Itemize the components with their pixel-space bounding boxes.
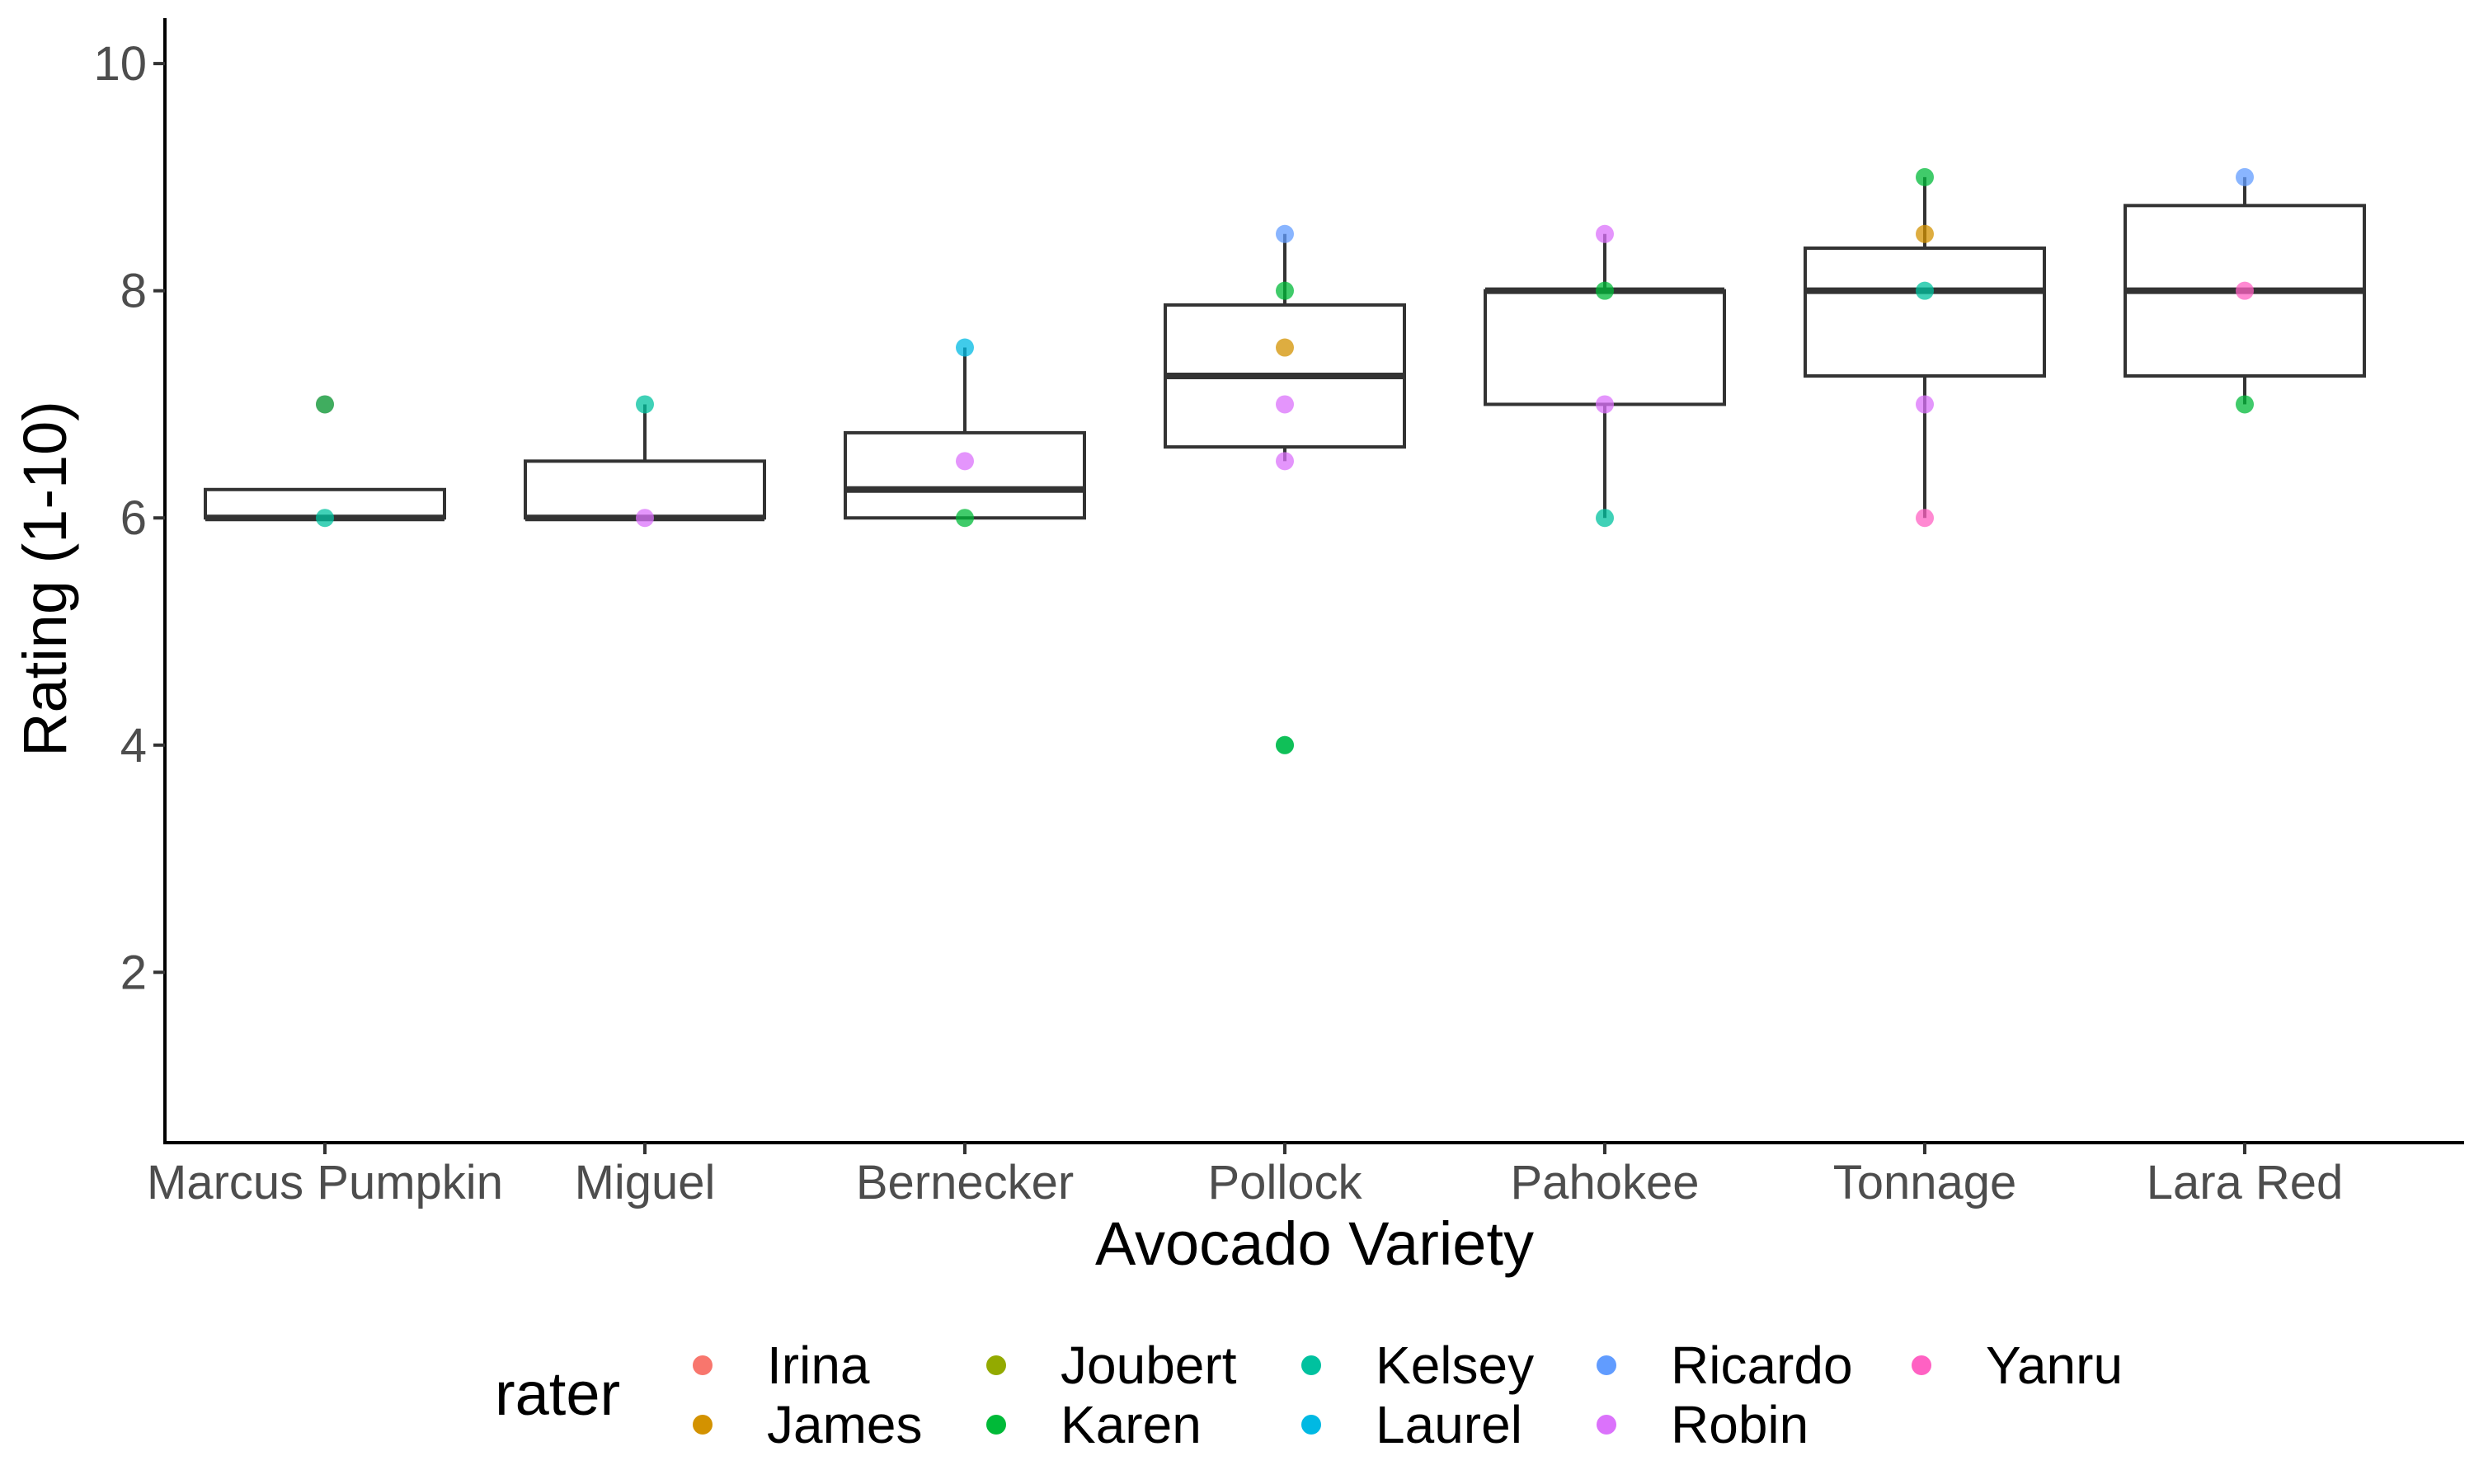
y-tick-label: 8 [120, 265, 147, 318]
legend-entry: Irina [693, 1336, 870, 1395]
legend-label: Yanru [1986, 1336, 2123, 1395]
box-body [524, 459, 766, 520]
x-ticks-layer: Marcus Pumpkin Miguel Bernecker Pollock Paho… [147, 1143, 2343, 1209]
y-tick-label: 4 [120, 719, 147, 773]
legend-key [693, 1415, 713, 1435]
box-group [1804, 176, 2046, 519]
legend-label: Kelsey [1376, 1336, 1534, 1395]
box-body [844, 430, 1086, 520]
data-point [1276, 735, 1294, 754]
legend-title: rater [495, 1360, 620, 1428]
legend-key [1597, 1415, 1616, 1435]
points-layer [316, 167, 2254, 754]
x-tick-label: Bernecker [856, 1156, 1074, 1209]
data-point [1916, 281, 1934, 300]
data-point [636, 509, 654, 528]
data-point [956, 452, 974, 471]
data-point [1276, 452, 1294, 471]
x-tick-label: Pahokee [1511, 1156, 1700, 1209]
x-tick-label: Marcus Pumpkin [147, 1156, 503, 1209]
data-point [316, 509, 334, 528]
legend-entry: Joubert [986, 1336, 1237, 1395]
x-tick-label: Tonnage [1833, 1156, 2017, 1209]
legend-label: Robin [1671, 1395, 1808, 1454]
legend-label: Karen [1061, 1395, 1202, 1454]
x-tick-label: Lara Red [2147, 1156, 2344, 1209]
y-tick-label: 10 [93, 37, 147, 91]
data-point [316, 395, 334, 414]
data-point [1596, 395, 1614, 414]
box-group [1164, 233, 1406, 462]
y-axis-title: Rating (1-10) [11, 401, 79, 757]
y-tick-label: 6 [120, 491, 147, 545]
data-point [1596, 224, 1614, 243]
legend-label: James [767, 1395, 923, 1454]
data-point [956, 509, 974, 528]
data-point [1276, 395, 1294, 414]
legend-key [1301, 1415, 1321, 1435]
data-point [1276, 281, 1294, 300]
data-point [1276, 224, 1294, 243]
legend-key [693, 1355, 713, 1375]
x-tick-label: Pollock [1208, 1156, 1363, 1209]
box-body [1484, 289, 1726, 406]
box-group [844, 347, 1086, 520]
box-group [1484, 233, 1726, 519]
legend-entry: James [693, 1395, 923, 1454]
data-point [1916, 395, 1934, 414]
legend-key [1597, 1355, 1616, 1375]
legend-label: Irina [767, 1336, 870, 1395]
legend-entry: Kelsey [1301, 1336, 1534, 1395]
legend-entry: Yanru [1912, 1336, 2123, 1395]
data-point [1276, 338, 1294, 357]
x-tick-label: Miguel [575, 1156, 716, 1209]
legend-entry: Ricardo [1597, 1336, 1853, 1395]
legend-key [986, 1355, 1006, 1375]
x-axis-title: Avocado Variety [1095, 1209, 1534, 1278]
legend-entry: Laurel [1301, 1395, 1522, 1454]
legend-key [1301, 1355, 1321, 1375]
y-tick-label: 2 [120, 946, 147, 999]
data-point [2236, 167, 2254, 186]
box-body [1804, 247, 2046, 378]
data-point [1916, 167, 1934, 186]
box-group [524, 404, 766, 522]
legend-key [1912, 1355, 1931, 1375]
legend-key [986, 1415, 1006, 1435]
data-point [1596, 281, 1614, 300]
data-point [2236, 395, 2254, 414]
legend-entry: Robin [1597, 1395, 1808, 1454]
y-ticks-layer: 2 4 6 8 10 [93, 37, 165, 999]
legend-label: Joubert [1061, 1336, 1237, 1395]
data-point [1916, 509, 1934, 528]
data-point [1916, 224, 1934, 243]
data-point [2236, 281, 2254, 300]
legend-label: Ricardo [1671, 1336, 1853, 1395]
data-point [636, 395, 654, 414]
legend-label: Laurel [1376, 1395, 1522, 1454]
legend-entry: Karen [986, 1395, 1202, 1454]
data-point [956, 338, 974, 357]
data-point [1596, 509, 1614, 528]
